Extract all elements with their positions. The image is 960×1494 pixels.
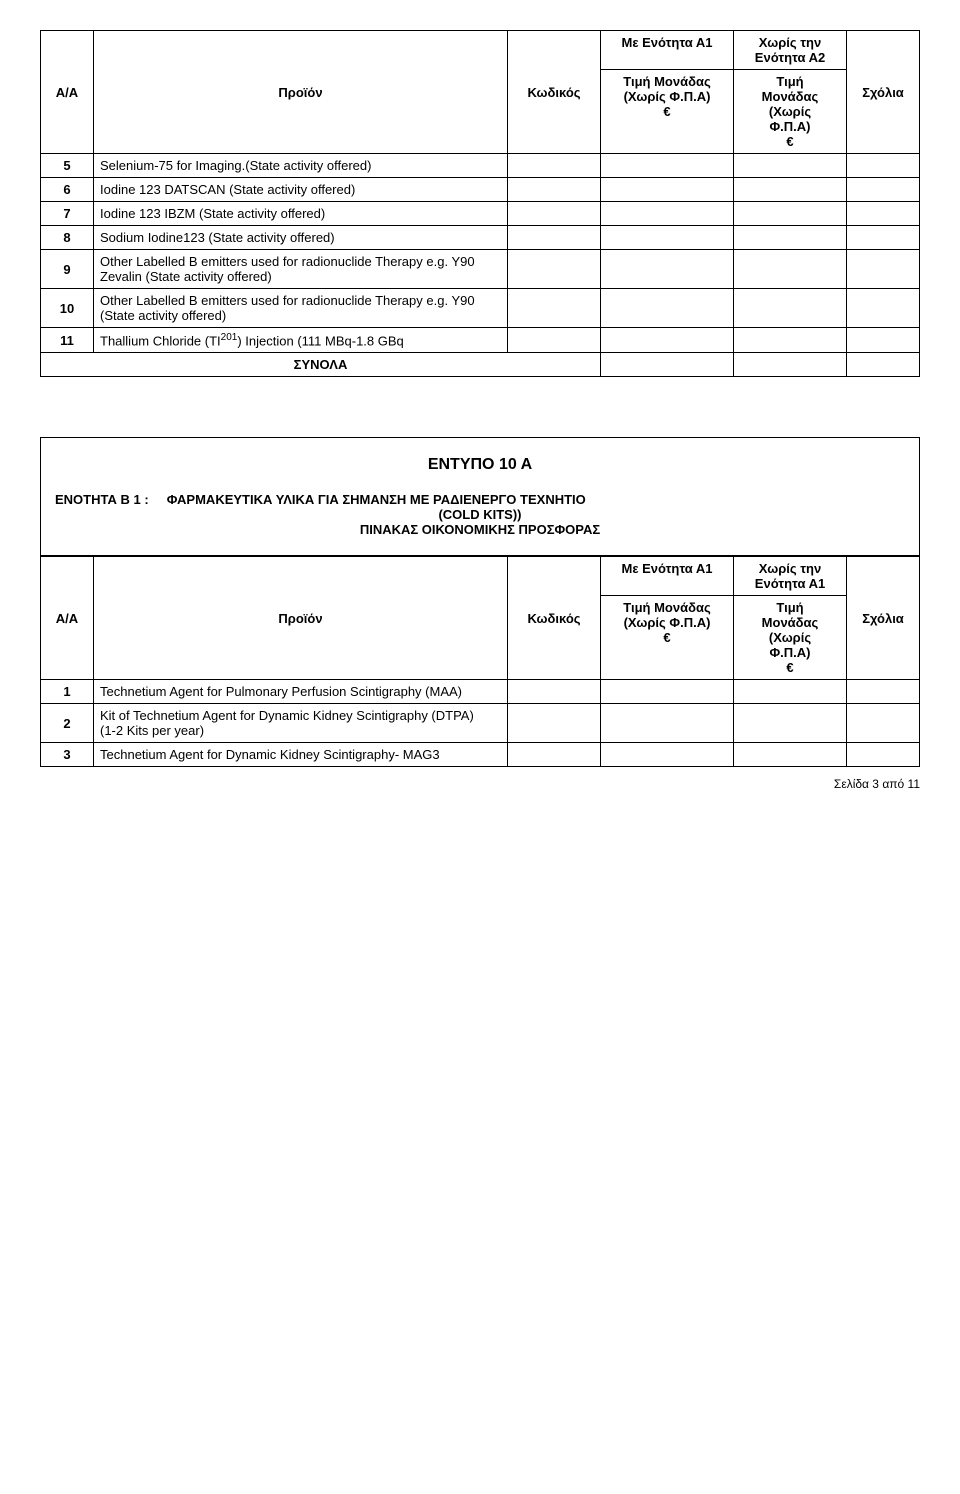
col-me-enotita-header: Με Ενότητα Α1: [601, 557, 734, 596]
cell-proion-sup: 201: [221, 332, 238, 343]
timi2-l1: Τιμή: [776, 600, 803, 615]
cell-proion: Sodium Iodine123 (State activity offered…: [94, 226, 508, 250]
cell-aa: 8: [41, 226, 94, 250]
table-row: 11 Thallium Chloride (TI201) Injection (…: [41, 328, 920, 353]
col-timi2-header: Τιμή Μονάδας (Χωρίς Φ.Π.Α) €: [734, 70, 847, 154]
enotita-line: ΕΝΟΤΗΤΑ Β 1 : ΦΑΡΜΑΚΕΥΤΙΚΑ ΥΛΙΚΑ ΓΙΑ ΣΗΜ…: [55, 492, 905, 507]
cell-proion: Iodine 123 DATSCAN (State activity offer…: [94, 178, 508, 202]
timi2-l3: (Χωρίς: [769, 104, 811, 119]
synola-label: ΣΥΝΟΛΑ: [41, 353, 601, 377]
col-sxolia-header: Σχόλια: [847, 31, 920, 154]
cell-proion: Iodine 123 IBZM (State activity offered): [94, 202, 508, 226]
col-aa-header: Α/Α: [41, 31, 94, 154]
cell-proion: Technetium Agent for Pulmonary Perfusion…: [94, 680, 508, 704]
cell-aa: 1: [41, 680, 94, 704]
timi1-l1: Τιμή Μονάδας: [623, 600, 710, 615]
table-row: 7 Iodine 123 IBZM (State activity offere…: [41, 202, 920, 226]
col-kodikos-header: Κωδικός: [508, 557, 601, 680]
table-row: 1 Technetium Agent for Pulmonary Perfusi…: [41, 680, 920, 704]
cell-proion: Other Labelled B emitters used for radio…: [94, 289, 508, 328]
col-proion-header: Προϊόν: [94, 31, 508, 154]
cell-aa: 10: [41, 289, 94, 328]
table-2: Α/Α Προϊόν Κωδικός Με Ενότητα Α1 Χωρίς τ…: [40, 556, 920, 767]
cell-aa: 9: [41, 250, 94, 289]
cell-proion: Thallium Chloride (TI201) Injection (111…: [94, 328, 508, 353]
col-aa-header: Α/Α: [41, 557, 94, 680]
cell-aa: 3: [41, 743, 94, 767]
table-row: 8 Sodium Iodine123 (State activity offer…: [41, 226, 920, 250]
cell-aa: 5: [41, 154, 94, 178]
enotita-rest: ΦΑΡΜΑΚΕΥΤΙΚΑ ΥΛΙΚΑ ΓΙΑ ΣΗΜΑΝΣΗ ΜΕ ΡΑΔΙΕΝ…: [167, 492, 586, 507]
timi1-l2: (Χωρίς Φ.Π.Α): [624, 615, 711, 630]
cold-kits-line: (COLD KITS)): [55, 507, 905, 522]
timi2-l2: Μονάδας: [762, 615, 819, 630]
cell-proion-post: ) Injection (111 MBq-1.8 GBq: [237, 333, 403, 348]
table-row: 6 Iodine 123 DATSCAN (State activity off…: [41, 178, 920, 202]
table-row: 10 Other Labelled B emitters used for ra…: [41, 289, 920, 328]
timi1-l3: €: [663, 630, 670, 645]
timi2-l1: Τιμή: [776, 74, 803, 89]
table-row: 2 Kit of Technetium Agent for Dynamic Ki…: [41, 704, 920, 743]
enotita-lead: ΕΝΟΤΗΤΑ Β 1 :: [55, 492, 149, 507]
cell-kod: [508, 154, 601, 178]
cell-aa: 2: [41, 704, 94, 743]
col-xoris-enotita-header: Χωρίς την Ενότητα Α1: [734, 557, 847, 596]
timi2-l5: €: [786, 660, 793, 675]
table-row: 5 Selenium-75 for Imaging.(State activit…: [41, 154, 920, 178]
col-xoris-enotita-header: Χωρίς την Ενότητα Α2: [734, 31, 847, 70]
section-header-box: ΕΝΤΥΠΟ 10 Α ΕΝΟΤΗΤΑ Β 1 : ΦΑΡΜΑΚΕΥΤΙΚΑ Υ…: [40, 437, 920, 556]
col-timi2-header: Τιμή Μονάδας (Χωρίς Φ.Π.Α) €: [734, 596, 847, 680]
col-me-enotita-header: Με Ενότητα Α1: [601, 31, 734, 70]
timi1-l2: (Χωρίς Φ.Π.Α): [624, 89, 711, 104]
table-row: 9 Other Labelled B emitters used for rad…: [41, 250, 920, 289]
pinakas-line: ΠΙΝΑΚΑΣ ΟΙΚΟΝΟΜΙΚΗΣ ΠΡΟΣΦΟΡΑΣ: [55, 522, 905, 537]
timi1-l3: €: [663, 104, 670, 119]
col-timi1-header: Τιμή Μονάδας (Χωρίς Φ.Π.Α) €: [601, 596, 734, 680]
col-kodikos-header: Κωδικός: [508, 31, 601, 154]
timi2-l2: Μονάδας: [762, 89, 819, 104]
timi2-l5: €: [786, 134, 793, 149]
table-row: 3 Technetium Agent for Dynamic Kidney Sc…: [41, 743, 920, 767]
timi2-l3: (Χωρίς: [769, 630, 811, 645]
cell-aa: 7: [41, 202, 94, 226]
cell-m2: [734, 154, 847, 178]
cell-proion: Kit of Technetium Agent for Dynamic Kidn…: [94, 704, 508, 743]
col-timi1-header: Τιμή Μονάδας (Χωρίς Φ.Π.Α) €: [601, 70, 734, 154]
cell-aa: 11: [41, 328, 94, 353]
page-footer: Σελίδα 3 από 11: [40, 777, 920, 791]
synola-row: ΣΥΝΟΛΑ: [41, 353, 920, 377]
cell-sx: [847, 154, 920, 178]
timi2-l4: Φ.Π.Α): [770, 119, 811, 134]
cell-proion: Other Labelled B emitters used for radio…: [94, 250, 508, 289]
entypo-title: ΕΝΤΥΠΟ 10 Α: [55, 456, 905, 474]
cell-proion: Selenium-75 for Imaging.(State activity …: [94, 154, 508, 178]
col-sxolia-header: Σχόλια: [847, 557, 920, 680]
timi2-l4: Φ.Π.Α): [770, 645, 811, 660]
cell-aa: 6: [41, 178, 94, 202]
timi1-l1: Τιμή Μονάδας: [623, 74, 710, 89]
cell-m1: [601, 154, 734, 178]
cell-proion: Technetium Agent for Dynamic Kidney Scin…: [94, 743, 508, 767]
col-proion-header: Προϊόν: [94, 557, 508, 680]
cell-proion-pre: Thallium Chloride (TI: [100, 333, 221, 348]
table-1: Α/Α Προϊόν Κωδικός Με Ενότητα Α1 Χωρίς τ…: [40, 30, 920, 377]
